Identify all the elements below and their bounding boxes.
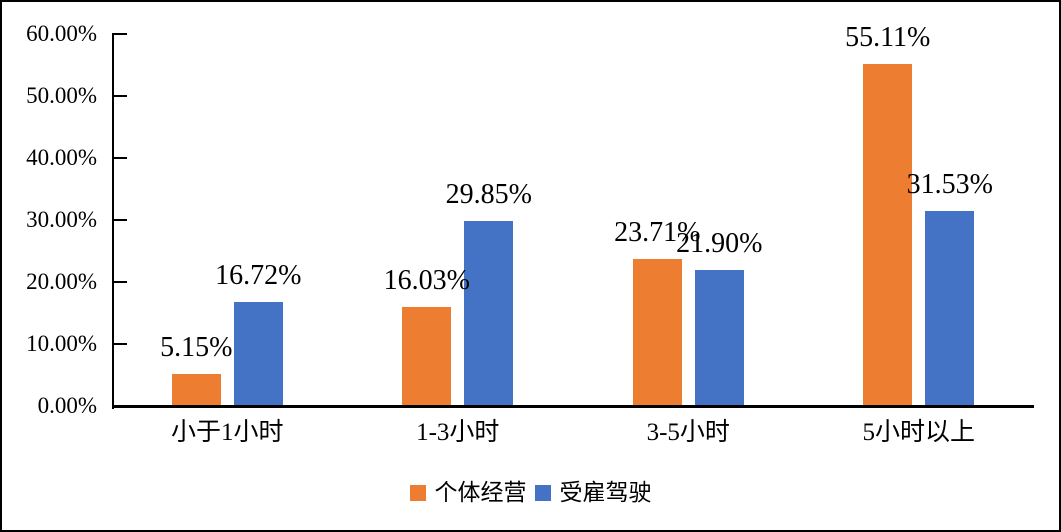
legend-item: 受雇驾驶 (534, 478, 652, 507)
y-tick-label: 20.00% (26, 269, 97, 294)
legend-swatch-icon (534, 484, 551, 501)
y-axis-tick (112, 95, 127, 97)
category-label: 1-3小时 (416, 419, 500, 446)
y-axis-tick (112, 33, 127, 35)
y-tick-label: 0.00% (37, 393, 97, 418)
data-label: 23.71% (614, 216, 701, 248)
data-label: 5.15% (160, 332, 233, 364)
category-label: 5小时以上 (862, 419, 975, 446)
data-label: 31.53% (906, 168, 993, 200)
legend: 个体经营 受雇驾驶 (2, 478, 1059, 507)
legend-item: 个体经营 (409, 478, 527, 507)
data-label: 16.03% (383, 264, 470, 296)
category-label: 3-5小时 (646, 419, 730, 446)
y-tick-label: 10.00% (26, 331, 97, 356)
data-label: 16.72% (215, 260, 302, 292)
bar (171, 374, 221, 406)
y-axis-tick (112, 281, 127, 283)
bar (464, 220, 514, 406)
y-axis-tick (112, 343, 127, 345)
data-label: 21.90% (676, 228, 763, 260)
y-tick-label: 50.00% (26, 83, 97, 108)
bar (233, 302, 283, 406)
bar (925, 210, 975, 406)
x-axis-line (112, 405, 1034, 408)
data-label: 29.85% (445, 178, 532, 210)
y-tick-label: 40.00% (26, 145, 97, 170)
bar (632, 258, 682, 406)
legend-label: 个体经营 (434, 480, 527, 505)
legend-swatch-icon (409, 484, 426, 501)
category-label: 小于1小时 (170, 419, 284, 446)
data-label: 55.11% (845, 22, 931, 54)
legend-label: 受雇驾驶 (559, 480, 652, 505)
y-axis-tick (112, 219, 127, 221)
y-axis-line (112, 34, 114, 409)
y-tick-label: 60.00% (26, 21, 97, 46)
bar (863, 64, 913, 406)
bar (694, 270, 744, 406)
y-tick-label: 30.00% (26, 207, 97, 232)
bar (402, 306, 452, 406)
y-axis-tick (112, 157, 127, 159)
